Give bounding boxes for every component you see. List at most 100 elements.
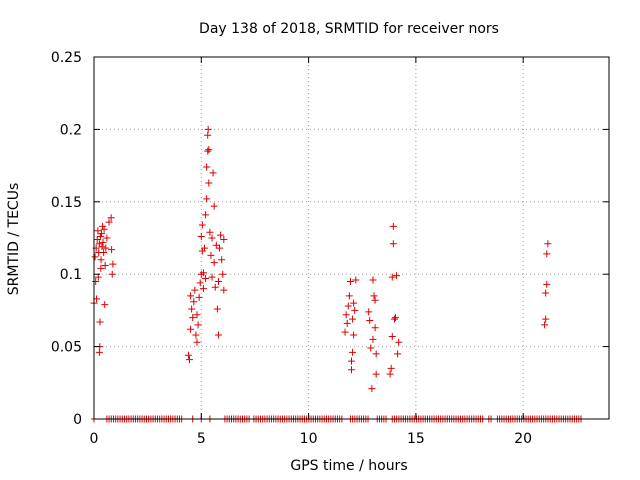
data-point	[94, 227, 102, 235]
data-point	[198, 221, 206, 229]
data-point	[393, 272, 401, 280]
data-point	[371, 324, 379, 332]
data-point	[203, 163, 211, 171]
data-point	[210, 202, 218, 210]
data-point	[220, 235, 228, 243]
data-point	[346, 277, 354, 285]
data-point	[98, 230, 106, 238]
data-point	[543, 250, 551, 258]
data-point	[189, 314, 197, 322]
data-point	[191, 286, 199, 294]
data-point	[388, 332, 396, 340]
data-point	[344, 302, 352, 310]
data-point	[99, 238, 107, 246]
data-point	[197, 233, 205, 241]
data-point	[372, 350, 380, 358]
data-point	[192, 331, 200, 339]
data-point	[211, 283, 219, 291]
data-point	[202, 211, 210, 219]
data-point	[97, 264, 105, 272]
data-point	[351, 306, 359, 314]
data-point	[343, 319, 351, 327]
data-point	[210, 259, 218, 267]
data-point	[395, 338, 403, 346]
data-point	[349, 315, 357, 323]
data-point	[218, 256, 226, 264]
data-point	[103, 234, 111, 242]
data-point	[372, 370, 380, 378]
data-point	[188, 305, 196, 313]
data-point	[96, 318, 104, 326]
data-point	[542, 315, 550, 323]
y-tick-label: 0.2	[60, 122, 82, 138]
data-point	[366, 317, 374, 325]
data-point	[365, 308, 373, 316]
data-point	[214, 331, 222, 339]
x-tick-label: 0	[90, 431, 99, 447]
data-point	[371, 296, 379, 304]
data-point	[101, 301, 109, 309]
data-point	[219, 270, 227, 278]
axis-ticks: 0 5 10 15 20 0 0.05 0.1 0.15 0.2 0.25	[51, 50, 609, 447]
data-point	[390, 315, 398, 323]
data-point	[220, 286, 228, 294]
data-point	[93, 235, 101, 243]
data-point	[96, 233, 104, 241]
data-point	[352, 276, 360, 284]
data-point	[541, 321, 549, 329]
data-point	[350, 331, 358, 339]
y-tick-label: 0.15	[51, 195, 82, 211]
data-point	[388, 273, 396, 281]
data-point	[100, 225, 108, 233]
data-point	[196, 279, 204, 287]
data-point	[94, 273, 102, 281]
y-tick-label: 0	[73, 412, 82, 428]
data-point	[213, 305, 221, 313]
data-point	[543, 280, 551, 288]
plot-frame	[93, 56, 610, 420]
data-point	[105, 218, 113, 226]
data-point	[199, 269, 207, 277]
data-point	[190, 298, 198, 306]
x-tick-label: 5	[197, 431, 206, 447]
data-point	[187, 325, 195, 333]
data-point	[389, 222, 397, 230]
data-point	[201, 244, 209, 252]
data-point	[205, 179, 213, 187]
data-point	[107, 214, 115, 222]
data-point	[91, 253, 99, 261]
data-point	[102, 244, 110, 252]
data-point	[92, 277, 100, 285]
data-point	[212, 241, 220, 249]
data-point	[216, 244, 224, 252]
data-point	[348, 357, 355, 365]
y-tick-label: 0.05	[51, 340, 82, 356]
data-point	[349, 348, 357, 356]
data-point	[100, 248, 108, 256]
data-point	[206, 228, 214, 236]
data-point	[99, 222, 107, 230]
data-point	[342, 311, 350, 319]
data-point	[185, 356, 193, 364]
data-point	[391, 314, 399, 322]
data-point	[542, 289, 550, 297]
data-point	[205, 146, 213, 154]
chart-title: Day 138 of 2018, SRMTID for receiver nor…	[199, 21, 499, 37]
data-point	[199, 285, 207, 293]
x-axis-label: GPS time / hours	[290, 458, 407, 474]
data-point	[195, 293, 203, 301]
data-point	[341, 328, 349, 336]
x-tick-label: 20	[514, 431, 532, 447]
data-point	[368, 385, 376, 393]
data-point	[387, 364, 395, 372]
data-point	[204, 125, 212, 133]
data-point	[369, 335, 377, 343]
data-point	[208, 273, 216, 281]
x-tick-label: 10	[300, 431, 318, 447]
data-point	[97, 256, 105, 264]
data-point	[348, 366, 355, 374]
y-tick-label: 0.25	[51, 50, 82, 66]
data-point	[394, 350, 402, 358]
data-point	[345, 292, 353, 300]
